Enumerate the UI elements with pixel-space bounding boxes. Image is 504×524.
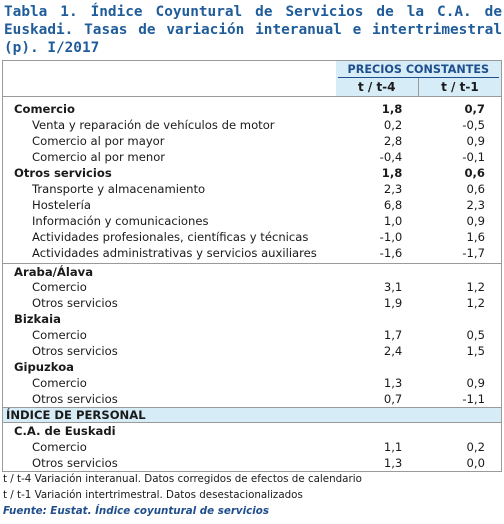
row-label: Gipuzkoa <box>14 360 74 374</box>
table-row: Bizkaia <box>3 311 501 327</box>
table-row: Comercio 3,1 1,2 <box>3 279 501 295</box>
table-row: Actividades profesionales, científicas y… <box>3 229 501 245</box>
table-row: Comercio 1,7 0,5 <box>3 327 501 343</box>
table-row: Otros servicios 0,7 -1,1 <box>3 391 501 407</box>
row-label: Bizkaia <box>14 312 61 326</box>
cell-quarterly: 0,6 <box>464 166 485 180</box>
cell-interannual: 2,3 <box>383 182 403 196</box>
table-row: Venta y reparación de vehículos de motor… <box>3 117 501 133</box>
row-label: ÍNDICE DE PERSONAL <box>6 408 146 422</box>
cell-interannual: -1,6 <box>379 246 403 260</box>
row-label: C.A. de Euskadi <box>14 424 116 438</box>
header-col-interannual: t / t-4 <box>357 80 396 94</box>
cell-interannual: 1,8 <box>381 102 403 116</box>
table-row: Comercio al por menor -0,4 -0,1 <box>3 149 501 165</box>
footnotes: t / t-4 Variación interanual. Datos corr… <box>3 471 362 519</box>
cell-quarterly: 0,9 <box>466 214 485 228</box>
header-col-quarterly: t / t-1 <box>417 78 501 96</box>
table-row: Comercio 1,3 0,9 <box>3 375 501 391</box>
table-row: Comercio al por mayor 2,8 0,9 <box>3 133 501 149</box>
row-label: Actividades administrativas y servicios … <box>32 246 317 260</box>
table-body: Comercio 1,8 0,7 Venta y reparación de vehí… <box>3 101 501 471</box>
row-label: Comercio al por menor <box>32 150 166 164</box>
table-header: PRECIOS CONSTANTES t / t-4 t / t-1 <box>3 61 501 97</box>
table-row: Otros servicios 1,8 0,6 <box>3 165 501 181</box>
cell-interannual: 1,8 <box>381 166 403 180</box>
cell-interannual: 6,8 <box>383 198 403 212</box>
cell-quarterly: 1,5 <box>466 344 485 358</box>
header-group: PRECIOS CONSTANTES <box>337 61 499 78</box>
cell-quarterly: 1,2 <box>466 280 485 294</box>
table-row: Información y comunicaciones 1,0 0,9 <box>3 213 501 229</box>
cell-quarterly: 0,5 <box>466 328 485 342</box>
table-row: ÍNDICE DE PERSONAL <box>3 407 501 423</box>
cell-interannual: -0,4 <box>379 150 403 164</box>
table-row: C.A. de Euskadi <box>3 423 501 439</box>
table-title: Tabla 1. Índice Coyuntural de Servicios … <box>4 4 502 56</box>
cell-quarterly: 0,2 <box>466 440 485 454</box>
row-label: Comercio al por mayor <box>32 134 165 148</box>
cell-quarterly: -1,1 <box>462 392 485 406</box>
row-label: Otros servicios <box>32 296 118 310</box>
cell-quarterly: 1,2 <box>466 296 485 310</box>
row-label: Transporte y almacenamiento <box>32 182 206 196</box>
cell-quarterly: 0,0 <box>466 456 485 470</box>
header-subcolumns: t / t-4 t / t-1 <box>336 78 501 96</box>
table-row: Otros servicios 1,3 0,0 <box>3 455 501 471</box>
cell-interannual: 2,8 <box>383 134 403 148</box>
cell-interannual: 1,3 <box>383 456 403 470</box>
row-label: Otros servicios <box>32 456 118 470</box>
cell-interannual: 1,7 <box>383 328 403 342</box>
cell-quarterly: 0,9 <box>466 134 485 148</box>
row-label: Comercio <box>32 440 87 454</box>
cell-quarterly: 1,6 <box>466 230 485 244</box>
table-row: Hostelería 6,8 2,3 <box>3 197 501 213</box>
footnote-interannual: t / t-4 Variación interanual. Datos corr… <box>3 473 362 485</box>
cell-quarterly: -1,7 <box>462 246 485 260</box>
cell-interannual: 1,0 <box>383 214 403 228</box>
row-label: Comercio <box>14 102 75 116</box>
row-label: Otros servicios <box>14 166 112 180</box>
header-columns: PRECIOS CONSTANTES t / t-4 t / t-1 <box>335 61 501 96</box>
cell-interannual: 2,4 <box>383 344 403 358</box>
header-label-cell <box>3 61 336 96</box>
row-label: Venta y reparación de vehículos de motor <box>32 118 275 132</box>
table-row: Actividades administrativas y servicios … <box>3 245 501 261</box>
row-label: Comercio <box>32 376 87 390</box>
cell-interannual: 0,7 <box>383 392 403 406</box>
table-row: Otros servicios 1,9 1,2 <box>3 295 501 311</box>
row-label: Hostelería <box>32 198 91 212</box>
cell-interannual: 3,1 <box>383 280 403 294</box>
table-row: Gipuzkoa <box>3 359 501 375</box>
cell-interannual: -1,0 <box>379 230 403 244</box>
table-row: Comercio 1,1 0,2 <box>3 439 501 455</box>
table-row: Transporte y almacenamiento 2,3 0,6 <box>3 181 501 197</box>
cell-quarterly: 2,3 <box>466 198 485 212</box>
cell-quarterly: 0,9 <box>466 376 485 390</box>
cell-quarterly: -0,1 <box>462 150 485 164</box>
data-table: PRECIOS CONSTANTES t / t-4 t / t-1 Comer… <box>2 60 502 472</box>
table-row: Araba/Álava <box>3 263 501 279</box>
row-label: Otros servicios <box>32 344 118 358</box>
cell-interannual: 1,9 <box>383 296 403 310</box>
row-label: Araba/Álava <box>14 264 94 279</box>
row-label: Actividades profesionales, científicas y… <box>32 230 309 244</box>
row-label: Información y comunicaciones <box>32 214 209 228</box>
table-row: Otros servicios 2,4 1,5 <box>3 343 501 359</box>
footnote-quarterly: t / t-1 Variación intertrimestral. Datos… <box>3 489 303 501</box>
source-note: Fuente: Eustat. Índice coyuntural de ser… <box>3 505 269 517</box>
cell-quarterly: 0,6 <box>466 182 485 196</box>
table-row: Comercio 1,8 0,7 <box>3 101 501 117</box>
cell-quarterly: 0,7 <box>464 102 485 116</box>
cell-interannual: 1,1 <box>383 440 403 454</box>
row-label: Otros servicios <box>32 392 118 406</box>
row-label: Comercio <box>32 280 87 294</box>
cell-quarterly: -0,5 <box>462 118 485 132</box>
row-label: Comercio <box>32 328 87 342</box>
cell-interannual: 0,2 <box>383 118 403 132</box>
cell-interannual: 1,3 <box>383 376 403 390</box>
